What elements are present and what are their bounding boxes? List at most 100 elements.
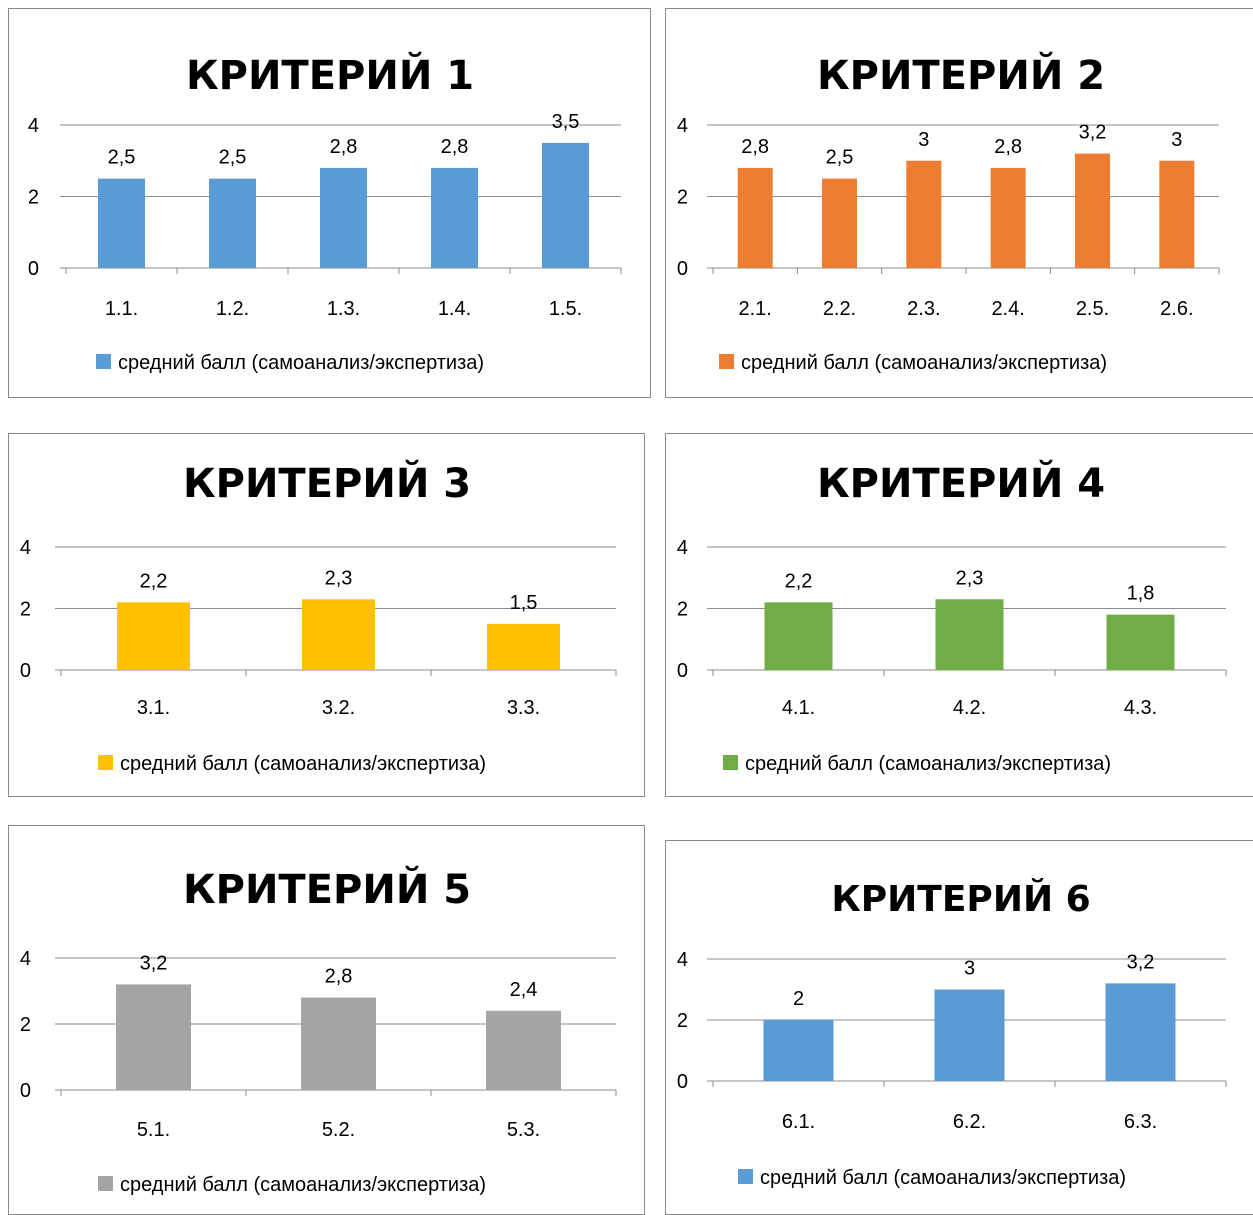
bar-3.1.: [117, 602, 190, 670]
chart-panel-3: КРИТЕРИЙ 3 0 2 4 2,2 3.1. 2,3 3.2. 1,5 3.3. средни…: [8, 433, 645, 797]
y-tick-label: 2: [677, 599, 688, 621]
chart-panel-5: КРИТЕРИЙ 5 0 2 4 3,2 5.1. 2,8 5.2. 2,4 5.3. средни…: [8, 825, 645, 1215]
bar-1.1.: [98, 178, 145, 268]
category-label: 3.3.: [507, 697, 540, 719]
category-label: 2.2.: [823, 298, 856, 320]
bar-2.1.: [737, 167, 773, 268]
data-label: 2,5: [108, 147, 136, 169]
bar-6.2.: [934, 989, 1005, 1081]
chart-1-svg: КРИТЕРИЙ 1 0 2 4 2,5 1.1. 2,5 1.2. 2,8 1.3. 2,8 1.4…: [28, 51, 622, 374]
data-label: 2,8: [741, 136, 769, 158]
legend-swatch: [98, 755, 113, 770]
data-label: 2,8: [325, 966, 353, 988]
data-label: 2,2: [785, 570, 813, 592]
data-label: 2,5: [219, 147, 247, 169]
bar-2.5.: [1075, 153, 1110, 268]
chart-4-svg: КРИТЕРИЙ 4 0 2 4 2,2 4.1. 2,3 4.2. 1,8 4.3. средни…: [677, 459, 1227, 775]
data-label: 2,2: [140, 570, 168, 592]
data-label: 2: [793, 988, 804, 1010]
y-tick-label: 0: [677, 258, 688, 280]
y-tick-label: 4: [28, 115, 39, 137]
chart-title: КРИТЕРИЙ 6: [831, 878, 1090, 920]
chart-title: КРИТЕРИЙ 4: [817, 459, 1105, 507]
data-label: 3,2: [1079, 122, 1107, 144]
bar-4.1.: [764, 602, 833, 670]
category-label: 1.2.: [216, 298, 249, 320]
y-tick-label: 0: [28, 258, 39, 280]
category-label: 1.3.: [327, 298, 360, 320]
bar-1.4.: [431, 167, 478, 268]
data-label: 2,8: [441, 136, 469, 158]
legend-swatch: [719, 354, 734, 369]
y-tick-label: 0: [677, 660, 688, 682]
data-label: 3: [1171, 129, 1182, 151]
y-tick-label: 2: [20, 1014, 31, 1036]
y-tick-label: 0: [20, 660, 31, 682]
chart-5-svg: КРИТЕРИЙ 5 0 2 4 3,2 5.1. 2,8 5.2. 2,4 5.3. средни…: [20, 865, 617, 1196]
legend-label: средний балл (самоанализ/экспертиза): [760, 1167, 1126, 1189]
bar-2.2.: [822, 178, 857, 268]
chart-title: КРИТЕРИЙ 3: [183, 459, 471, 507]
category-label: 6.1.: [782, 1111, 815, 1133]
category-label: 4.2.: [953, 697, 986, 719]
data-label: 2,8: [330, 136, 358, 158]
chart-panel-1: КРИТЕРИЙ 1 0 2 4 2,5 1.1. 2,5 1.2. 2,8 1.3. 2,8 1.4…: [8, 8, 651, 398]
data-label: 3: [918, 129, 929, 151]
bar-6.1.: [763, 1020, 834, 1081]
category-label: 5.1.: [137, 1119, 170, 1141]
chart-title: КРИТЕРИЙ 1: [186, 51, 474, 99]
bar-1.2.: [209, 178, 256, 268]
legend-label: средний балл (самоанализ/экспертиза): [741, 352, 1107, 374]
y-tick-label: 2: [28, 187, 39, 209]
chart-panel-4: КРИТЕРИЙ 4 0 2 4 2,2 4.1. 2,3 4.2. 1,8 4.3. средни…: [665, 433, 1253, 797]
legend-label: средний балл (самоанализ/экспертиза): [120, 753, 486, 775]
bar-2.6.: [1159, 160, 1195, 268]
data-label: 3,2: [1127, 951, 1155, 973]
data-label: 3: [964, 958, 975, 980]
bar-4.2.: [935, 599, 1004, 670]
category-label: 4.1.: [782, 697, 815, 719]
category-label: 1.1.: [105, 298, 138, 320]
y-tick-label: 2: [677, 187, 688, 209]
data-label: 3,2: [140, 952, 168, 974]
data-label: 2,5: [826, 147, 854, 169]
bar-4.3.: [1106, 614, 1175, 670]
category-label: 5.3.: [507, 1119, 540, 1141]
chart-3-svg: КРИТЕРИЙ 3 0 2 4 2,2 3.1. 2,3 3.2. 1,5 3.3. средни…: [20, 459, 617, 775]
category-label: 4.3.: [1124, 697, 1157, 719]
bar-5.3.: [486, 1010, 561, 1090]
chart-panel-2: КРИТЕРИЙ 2 0 2 4 2,8 2.1. 2,5 2.2. 3 2.3. 2,8 2.4. 3…: [665, 8, 1253, 398]
y-tick-label: 0: [677, 1071, 688, 1093]
legend-label: средний балл (самоанализ/экспертиза): [745, 753, 1111, 775]
y-tick-label: 4: [677, 115, 688, 137]
legend-label: средний балл (самоанализ/экспертиза): [120, 1174, 486, 1196]
chart-panel-6: КРИТЕРИЙ 6 0 2 4 2 6.1. 3 6.2. 3,2 6.3. средний ба…: [665, 840, 1253, 1215]
y-tick-label: 0: [20, 1080, 31, 1102]
y-tick-label: 4: [20, 948, 31, 970]
y-tick-label: 2: [20, 599, 31, 621]
data-label: 2,3: [325, 567, 353, 589]
bar-1.3.: [320, 167, 367, 268]
y-tick-label: 2: [677, 1010, 688, 1032]
category-label: 6.3.: [1124, 1111, 1157, 1133]
data-label: 1,5: [510, 592, 538, 614]
category-label: 2.4.: [991, 298, 1024, 320]
bar-2.4.: [990, 167, 1026, 268]
chart-2-svg: КРИТЕРИЙ 2 0 2 4 2,8 2.1. 2,5 2.2. 3 2.3. 2,8 2.4. 3…: [677, 51, 1220, 374]
data-label: 3,5: [552, 111, 580, 133]
bar-5.2.: [301, 997, 376, 1090]
bar-3.2.: [302, 599, 375, 670]
legend-swatch: [723, 755, 738, 770]
legend-swatch: [96, 354, 111, 369]
chart-title: КРИТЕРИЙ 2: [817, 51, 1105, 99]
category-label: 5.2.: [322, 1119, 355, 1141]
bar-3.3.: [487, 623, 560, 670]
data-label: 1,8: [1127, 583, 1155, 605]
category-label: 1.4.: [438, 298, 471, 320]
category-label: 6.2.: [953, 1111, 986, 1133]
legend-label: средний балл (самоанализ/экспертиза): [118, 352, 484, 374]
y-tick-label: 4: [20, 537, 31, 559]
category-label: 3.2.: [322, 697, 355, 719]
bar-5.1.: [116, 984, 191, 1090]
category-label: 2.6.: [1160, 298, 1193, 320]
